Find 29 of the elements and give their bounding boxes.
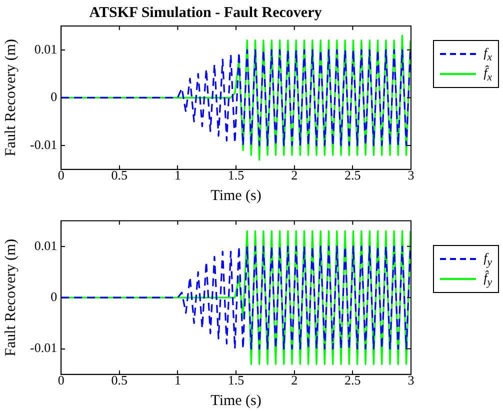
x-tick-label: 2.5 — [344, 372, 361, 388]
x-axis-title: Time (s) — [210, 188, 262, 204]
y-axis-title: Fault Recovery (m) — [2, 38, 19, 156]
x-tick-label: 2 — [291, 168, 298, 183]
legend-label: f̂$_{x}$ — [484, 64, 492, 84]
y-tick-label: -0.01 — [30, 340, 58, 356]
legend-label: f$_{x}$ — [484, 44, 492, 64]
y-tick-label: 0 — [50, 289, 58, 304]
x-tick-label: 1.5 — [228, 168, 244, 183]
legend-label: f̂$_{y}$ — [484, 270, 492, 288]
y-tick-label: 0 — [50, 89, 58, 104]
x-tick-label: 0.5 — [111, 168, 128, 183]
x-tick-label: 2 — [291, 372, 298, 388]
x-tick-label: 1.5 — [228, 372, 244, 388]
x-tick-label: 0.5 — [111, 372, 128, 388]
y-tick-label: -0.01 — [30, 136, 58, 152]
y-tick-label: 0.01 — [34, 41, 58, 56]
line-series — [61, 246, 411, 350]
x-axis-title: Time (s) — [210, 392, 262, 409]
x-tick-label: 3 — [408, 168, 414, 183]
chart-title: ATSKF Simulation - Fault Recovery — [89, 4, 322, 21]
legend-label: f$_{y}$ — [484, 250, 492, 268]
x-tick-label: 1 — [174, 168, 181, 183]
x-tick-label: 1 — [174, 372, 181, 388]
y-axis-title: Fault Recovery (m) — [2, 238, 19, 356]
x-tick-label: 3 — [408, 372, 414, 388]
y-tick-label: 0.01 — [34, 238, 58, 253]
line-series — [61, 49, 411, 146]
x-tick-label: 2.5 — [344, 168, 361, 183]
